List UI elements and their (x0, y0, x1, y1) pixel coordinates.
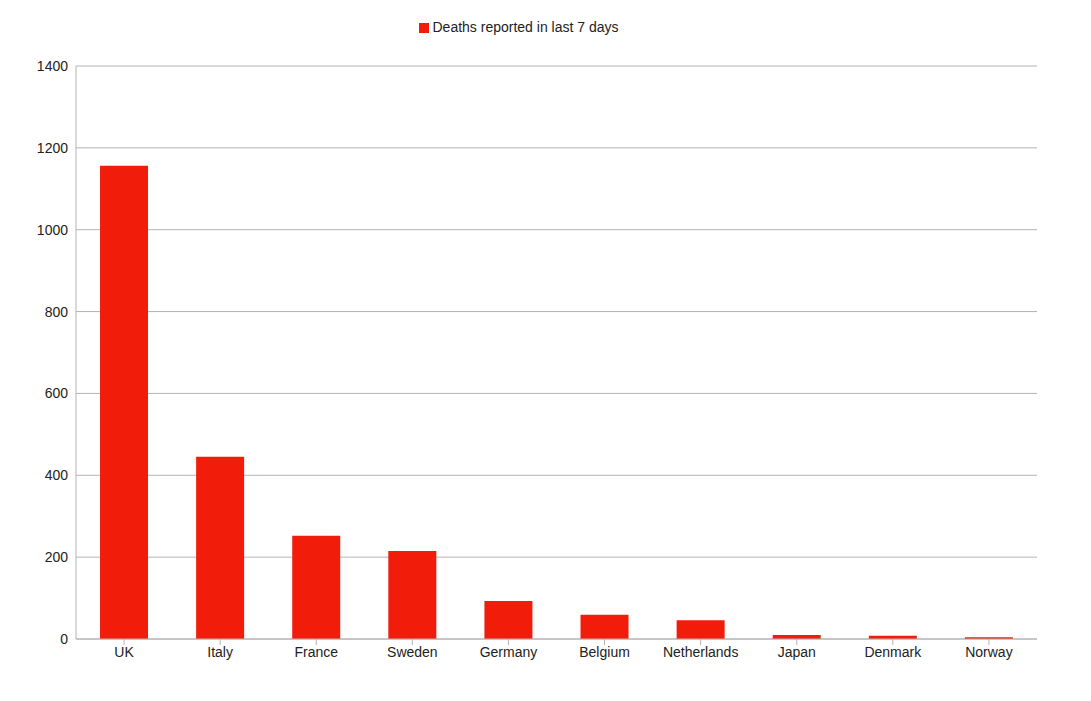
svg-text:600: 600 (45, 385, 69, 401)
svg-text:Netherlands: Netherlands (663, 644, 739, 660)
svg-text:Italy: Italy (207, 644, 233, 660)
svg-text:Denmark: Denmark (864, 644, 922, 660)
svg-text:Belgium: Belgium (579, 644, 630, 660)
svg-text:Germany: Germany (480, 644, 538, 660)
svg-text:UK: UK (114, 644, 134, 660)
svg-text:1200: 1200 (37, 140, 68, 156)
svg-text:200: 200 (45, 549, 69, 565)
svg-text:0: 0 (60, 631, 68, 647)
svg-text:1000: 1000 (37, 222, 68, 238)
svg-text:1400: 1400 (37, 58, 68, 74)
svg-text:Japan: Japan (778, 644, 816, 660)
html-text:Deaths reported in last 7 days: Deaths reported in last 7 days (432, 19, 619, 35)
svg-text:Norway: Norway (965, 644, 1012, 660)
svg-text:France: France (294, 644, 338, 660)
svg-text:800: 800 (45, 304, 69, 320)
svg-text:Sweden: Sweden (387, 644, 438, 660)
svg-text:400: 400 (45, 467, 69, 483)
